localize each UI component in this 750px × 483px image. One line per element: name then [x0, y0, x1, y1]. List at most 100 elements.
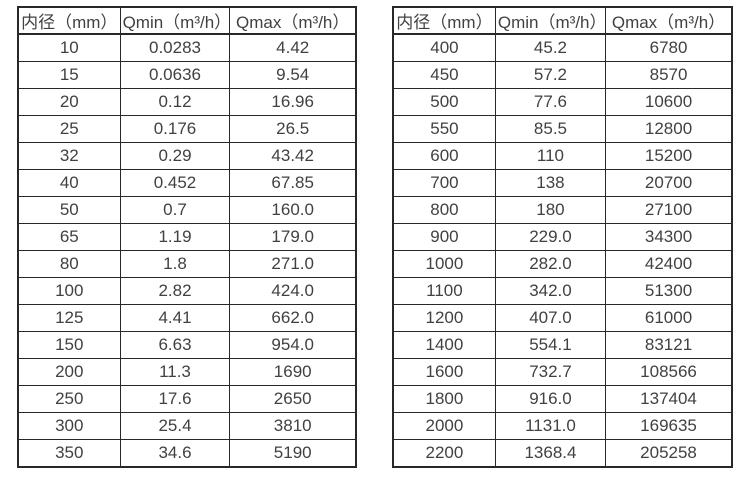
- table-cell: 2200: [392, 439, 496, 468]
- table-cell: 1000: [392, 250, 496, 278]
- table-cell: 500: [392, 88, 496, 116]
- table-cell: 300: [17, 412, 121, 440]
- table-cell: 205258: [605, 439, 733, 468]
- table-cell: 700: [392, 169, 496, 197]
- table-cell: 15200: [605, 142, 733, 170]
- table-row: 200 11.3 1690: [17, 358, 357, 386]
- table-row: 1100 342.0 51300: [392, 277, 733, 305]
- table-cell: 32: [17, 142, 121, 170]
- table-row: 400 45.2 6780: [392, 33, 733, 62]
- table-row: 20 0.12 16.96: [17, 88, 357, 116]
- table-cell: 0.7: [119, 196, 231, 224]
- table-cell: 1.19: [119, 223, 231, 251]
- table-cell: 12800: [605, 115, 733, 143]
- table-cell: 1400: [392, 331, 496, 359]
- table-cell: 0.176: [119, 115, 231, 143]
- table-cell: 43.42: [229, 142, 357, 170]
- table-cell: 1368.4: [494, 439, 607, 468]
- table-cell: 6.63: [119, 331, 231, 359]
- table-row: 125 4.41 662.0: [17, 304, 357, 332]
- table-cell: 350: [17, 439, 121, 468]
- table-cell: 20700: [605, 169, 733, 197]
- table-cell: 954.0: [229, 331, 357, 359]
- table-row: 32 0.29 43.42: [17, 142, 357, 170]
- table-cell: 179.0: [229, 223, 357, 251]
- table-cell: 85.5: [494, 115, 607, 143]
- table-cell: 11.3: [119, 358, 231, 386]
- table-cell: 342.0: [494, 277, 607, 305]
- table-cell: 1690: [229, 358, 357, 386]
- table-cell: 50: [17, 196, 121, 224]
- table-row: 300 25.4 3810: [17, 412, 357, 440]
- table-row: 25 0.176 26.5: [17, 115, 357, 143]
- table-cell: 83121: [605, 331, 733, 359]
- table-cell: 1100: [392, 277, 496, 305]
- table-row: 100 2.82 424.0: [17, 277, 357, 305]
- header-row: 内径（mm） Qmin（m³/h） Qmax（m³/h）: [392, 6, 733, 35]
- table-cell: 125: [17, 304, 121, 332]
- table-body: 400 45.2 6780 450 57.2 8570 500 77.6 10600 550 85.…: [392, 33, 733, 468]
- table-row: 500 77.6 10600: [392, 88, 733, 116]
- flow-table-small-diameters: 内径（mm） Qmin（m³/h） Qmax（m³/h） 10 0.0283 4.4…: [17, 6, 357, 468]
- table-cell: 15: [17, 61, 121, 89]
- table-row: 2000 1131.0 169635: [392, 412, 733, 440]
- table-cell: 40: [17, 169, 121, 197]
- table-cell: 200: [17, 358, 121, 386]
- table-cell: 138: [494, 169, 607, 197]
- table-cell: 800: [392, 196, 496, 224]
- table-cell: 10: [17, 33, 121, 62]
- table-cell: 80: [17, 250, 121, 278]
- table-cell: 20: [17, 88, 121, 116]
- table-cell: 110: [494, 142, 607, 170]
- table-cell: 732.7: [494, 358, 607, 386]
- col-header-qmax: Qmax（m³/h）: [229, 6, 357, 35]
- table-row: 80 1.8 271.0: [17, 250, 357, 278]
- table-cell: 61000: [605, 304, 733, 332]
- table-cell: 424.0: [229, 277, 357, 305]
- table-cell: 45.2: [494, 33, 607, 62]
- table-cell: 137404: [605, 385, 733, 413]
- table-row: 600 110 15200: [392, 142, 733, 170]
- col-header-inner-diameter: 内径（mm）: [392, 6, 496, 35]
- table-row: 1400 554.1 83121: [392, 331, 733, 359]
- table-cell: 271.0: [229, 250, 357, 278]
- table-cell: 450: [392, 61, 496, 89]
- table-cell: 16.96: [229, 88, 357, 116]
- table-cell: 407.0: [494, 304, 607, 332]
- table-cell: 2650: [229, 385, 357, 413]
- col-header-inner-diameter: 内径（mm）: [17, 6, 121, 35]
- table-row: 15 0.0636 9.54: [17, 61, 357, 89]
- table-cell: 3810: [229, 412, 357, 440]
- table-cell: 10600: [605, 88, 733, 116]
- table-cell: 1800: [392, 385, 496, 413]
- table-cell: 150: [17, 331, 121, 359]
- table-cell: 65: [17, 223, 121, 251]
- table-row: 1000 282.0 42400: [392, 250, 733, 278]
- table-cell: 0.0636: [119, 61, 231, 89]
- table-cell: 2.82: [119, 277, 231, 305]
- table-cell: 8570: [605, 61, 733, 89]
- table-row: 65 1.19 179.0: [17, 223, 357, 251]
- table-cell: 554.1: [494, 331, 607, 359]
- table-cell: 169635: [605, 412, 733, 440]
- table-row: 2200 1368.4 205258: [392, 439, 733, 468]
- table-cell: 400: [392, 33, 496, 62]
- flow-table-large-diameters: 内径（mm） Qmin（m³/h） Qmax（m³/h） 400 45.2 6780…: [392, 6, 733, 468]
- table-cell: 1600: [392, 358, 496, 386]
- table-cell: 57.2: [494, 61, 607, 89]
- table-cell: 25: [17, 115, 121, 143]
- table-cell: 5190: [229, 439, 357, 468]
- table-cell: 0.452: [119, 169, 231, 197]
- table-row: 1200 407.0 61000: [392, 304, 733, 332]
- table-cell: 1131.0: [494, 412, 607, 440]
- table-row: 10 0.0283 4.42: [17, 33, 357, 62]
- table-cell: 600: [392, 142, 496, 170]
- table-row: 450 57.2 8570: [392, 61, 733, 89]
- table-cell: 17.6: [119, 385, 231, 413]
- table-cell: 25.4: [119, 412, 231, 440]
- table-row: 550 85.5 12800: [392, 115, 733, 143]
- table-cell: 34300: [605, 223, 733, 251]
- table-cell: 0.0283: [119, 33, 231, 62]
- table-cell: 0.12: [119, 88, 231, 116]
